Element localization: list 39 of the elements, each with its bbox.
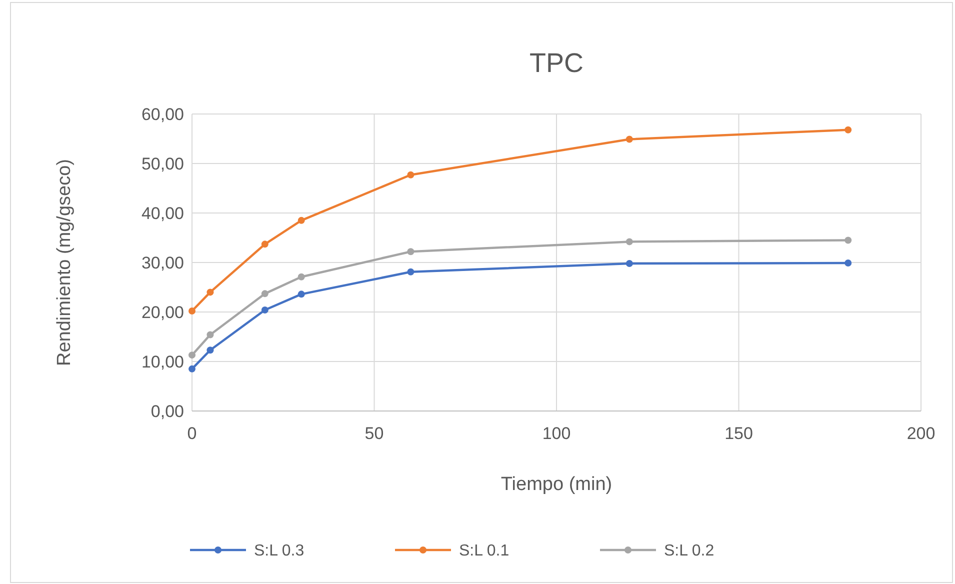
y-tick-label: 20,00	[141, 302, 184, 322]
chart-title: TPC	[530, 48, 584, 78]
point	[407, 171, 414, 178]
x-tick-label: 200	[906, 424, 936, 443]
y-axis-title: Rendimiento (mg/gseco)	[54, 159, 75, 366]
point	[206, 331, 214, 338]
point	[844, 259, 852, 266]
x-tick-label: 0	[187, 424, 197, 443]
point	[844, 126, 852, 134]
y-tick-label: 50,00	[141, 154, 184, 174]
point	[261, 240, 268, 248]
point	[626, 260, 633, 267]
x-tick-label: 100	[542, 424, 571, 443]
x-tick-label: 50	[364, 424, 384, 443]
point	[188, 352, 196, 359]
y-tick-label: 40,00	[141, 204, 184, 223]
point	[844, 236, 852, 244]
point	[261, 306, 268, 314]
y-tick-label: 60,00	[141, 104, 184, 124]
y-tick-label: 10,00	[141, 352, 184, 372]
point	[298, 273, 305, 280]
y-tick-label: 0,00	[150, 402, 184, 421]
point	[407, 268, 414, 276]
point	[298, 216, 305, 224]
point	[298, 290, 305, 298]
x-tick-label: 150	[724, 424, 753, 443]
x-axis-title: Tiempo (min)	[500, 474, 612, 495]
point	[261, 290, 268, 298]
point	[188, 308, 196, 315]
point	[206, 346, 214, 354]
point	[206, 288, 214, 296]
legend-label: S:L 0.2	[664, 542, 714, 560]
legend-label: S:L 0.1	[459, 542, 510, 560]
legend-label: S:L 0.3	[254, 542, 304, 560]
point	[626, 238, 633, 246]
point	[188, 365, 196, 372]
y-tick-label: 30,00	[141, 253, 184, 272]
point	[626, 136, 633, 143]
point	[407, 248, 414, 256]
